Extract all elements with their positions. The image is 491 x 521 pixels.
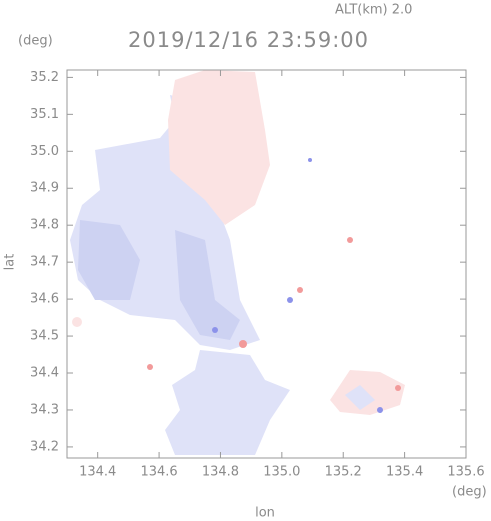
echo-darkblue — [212, 327, 218, 333]
y-tick-label: 35.0 — [30, 144, 59, 159]
x-tick-label: 135.2 — [325, 465, 362, 480]
y-tick-label: 34.6 — [30, 292, 59, 307]
x-tick-label: 135.6 — [447, 465, 484, 480]
echo-red — [239, 340, 247, 348]
x-tick-label: 135.0 — [263, 465, 300, 480]
y-tick-label: 34.2 — [30, 439, 59, 454]
echo-darkblue — [287, 297, 293, 303]
x-tick-label: 135.4 — [386, 465, 423, 480]
y-tick-label: 34.9 — [30, 181, 59, 196]
echo-blue — [165, 350, 290, 455]
datetime: 2019/12/16 23:59:00 — [128, 28, 369, 52]
echo-blue — [175, 230, 240, 340]
echo-blue — [345, 385, 375, 410]
y-unit: (deg) — [18, 34, 53, 49]
echo-pink — [168, 70, 270, 225]
echo-blue — [78, 220, 140, 300]
x-axis-label: lon — [255, 506, 275, 521]
echo-darkblue — [377, 407, 383, 413]
y-axis-label: lat — [3, 254, 18, 271]
echo-red — [347, 237, 353, 243]
y-tick-label: 35.1 — [30, 107, 59, 122]
y-tick-label: 34.4 — [30, 366, 59, 381]
echo-red — [147, 364, 153, 370]
radar-field — [70, 70, 405, 455]
echo-red — [395, 385, 401, 391]
echo-red — [297, 287, 303, 293]
x-tick-label: 134.8 — [202, 465, 239, 480]
y-tick-label: 35.2 — [30, 70, 59, 85]
echo-darkblue — [308, 158, 312, 162]
echo-pink — [72, 317, 82, 327]
y-tick-label: 34.5 — [30, 329, 59, 344]
y-tick-label: 34.3 — [30, 402, 59, 417]
x-unit: (deg) — [452, 485, 487, 500]
y-tick-label: 34.7 — [30, 255, 59, 270]
plot-frame — [66, 69, 467, 459]
x-tick-label: 134.4 — [79, 465, 116, 480]
y-tick-label: 34.8 — [30, 218, 59, 233]
altitude: ALT(km) 2.0 — [335, 3, 412, 18]
x-tick-label: 134.6 — [140, 465, 177, 480]
